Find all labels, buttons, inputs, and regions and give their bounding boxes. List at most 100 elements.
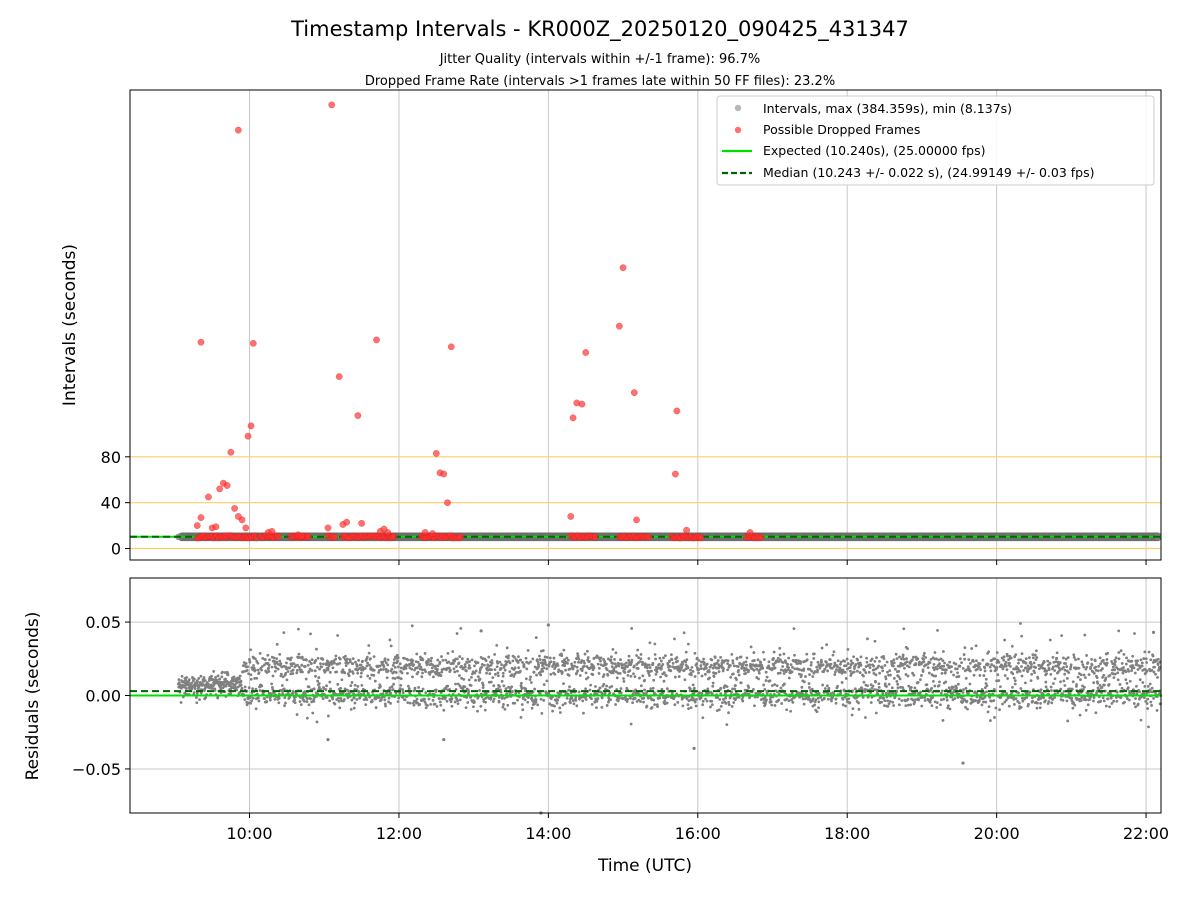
residual-point (532, 670, 536, 674)
residual-point (426, 660, 430, 664)
residual-point (1066, 719, 1070, 723)
residual-point (662, 671, 666, 675)
dropped-frame-point (343, 518, 351, 526)
residual-point (336, 634, 340, 637)
residual-point (1044, 699, 1047, 703)
residual-point (378, 664, 382, 668)
residual-point (1136, 702, 1140, 706)
residual-point (647, 663, 651, 667)
residual-point (826, 691, 830, 695)
residual-point (1127, 698, 1131, 702)
residual-point (682, 669, 686, 673)
residual-point (832, 650, 836, 654)
residual-point (572, 702, 576, 706)
residual-point (1148, 682, 1152, 686)
residual-point (731, 659, 735, 663)
residual-point (1098, 656, 1102, 660)
residual-point (187, 680, 191, 684)
residual-point (394, 671, 398, 674)
residual-point (444, 696, 447, 700)
residual-point (462, 678, 466, 681)
residual-point (967, 691, 970, 695)
residual-point (733, 687, 737, 691)
residual-point (219, 685, 222, 689)
residual-point (790, 691, 794, 695)
dropped-frame-point (268, 527, 276, 535)
residual-point (919, 690, 923, 694)
residual-point (331, 697, 334, 701)
residual-point (1111, 668, 1114, 672)
residual-point (997, 660, 1001, 664)
residual-point (492, 697, 496, 701)
residual-point (786, 663, 790, 666)
residual-point (1131, 654, 1135, 658)
dropped-frame-point (390, 532, 398, 540)
residual-point (810, 687, 814, 691)
residual-point (460, 676, 463, 680)
residual-point (846, 647, 850, 651)
residual-point (273, 698, 277, 701)
residual-point (874, 711, 878, 715)
residual-point (702, 657, 705, 661)
dropped-frame-point (298, 532, 306, 540)
residual-point (282, 687, 286, 691)
dropped-frame-point (633, 516, 640, 524)
residual-point (986, 662, 990, 666)
x-tick-label: 20:00 (974, 824, 1020, 843)
residual-point (617, 664, 621, 668)
residual-point (331, 666, 335, 670)
residual-point (542, 698, 546, 702)
residual-point (870, 686, 874, 690)
residual-point (605, 668, 609, 672)
residual-point (496, 671, 500, 675)
residual-point (308, 660, 311, 663)
residuals-expected-median-lines (130, 690, 1161, 697)
residual-point (1107, 683, 1111, 686)
dropped-frame-point (440, 470, 448, 478)
residual-point (711, 684, 715, 688)
residual-point (1113, 660, 1117, 664)
residual-point (533, 702, 536, 706)
residual-point (1078, 713, 1082, 717)
residual-point (884, 675, 887, 679)
chart-title: Timestamp Intervals - KR000Z_20250120_09… (290, 17, 909, 42)
residual-point (504, 662, 508, 666)
residual-point (245, 669, 249, 672)
residual-point (449, 700, 453, 704)
residual-point (350, 681, 354, 684)
residual-point (281, 675, 285, 679)
residual-point (611, 661, 614, 665)
residual-point (1073, 703, 1077, 707)
residual-point (249, 677, 253, 681)
residual-point (1124, 670, 1128, 674)
residual-point (978, 662, 982, 666)
residual-point (1048, 638, 1052, 642)
residual-point (351, 662, 355, 666)
residual-point (616, 699, 620, 703)
residual-point (913, 700, 917, 704)
residual-point (399, 677, 403, 681)
residual-point (944, 668, 948, 672)
residual-point (407, 687, 411, 690)
residual-point (700, 667, 703, 670)
residual-point (305, 716, 309, 720)
residual-point (195, 696, 198, 700)
residual-point (975, 659, 978, 663)
residual-point (354, 660, 357, 664)
residual-point (874, 680, 877, 684)
residual-point (187, 678, 191, 682)
residual-point (572, 687, 576, 691)
residual-point (508, 670, 512, 674)
residual-point (493, 668, 497, 671)
residual-point (519, 715, 523, 719)
residual-point (372, 655, 376, 659)
residual-point (1000, 664, 1004, 667)
residual-point (872, 672, 876, 675)
residual-point (964, 686, 968, 690)
residual-point (747, 669, 751, 672)
residual-point (768, 698, 772, 701)
residual-point (289, 672, 293, 676)
residual-point (610, 655, 613, 659)
residual-point (1067, 671, 1071, 674)
residual-point (805, 652, 809, 656)
